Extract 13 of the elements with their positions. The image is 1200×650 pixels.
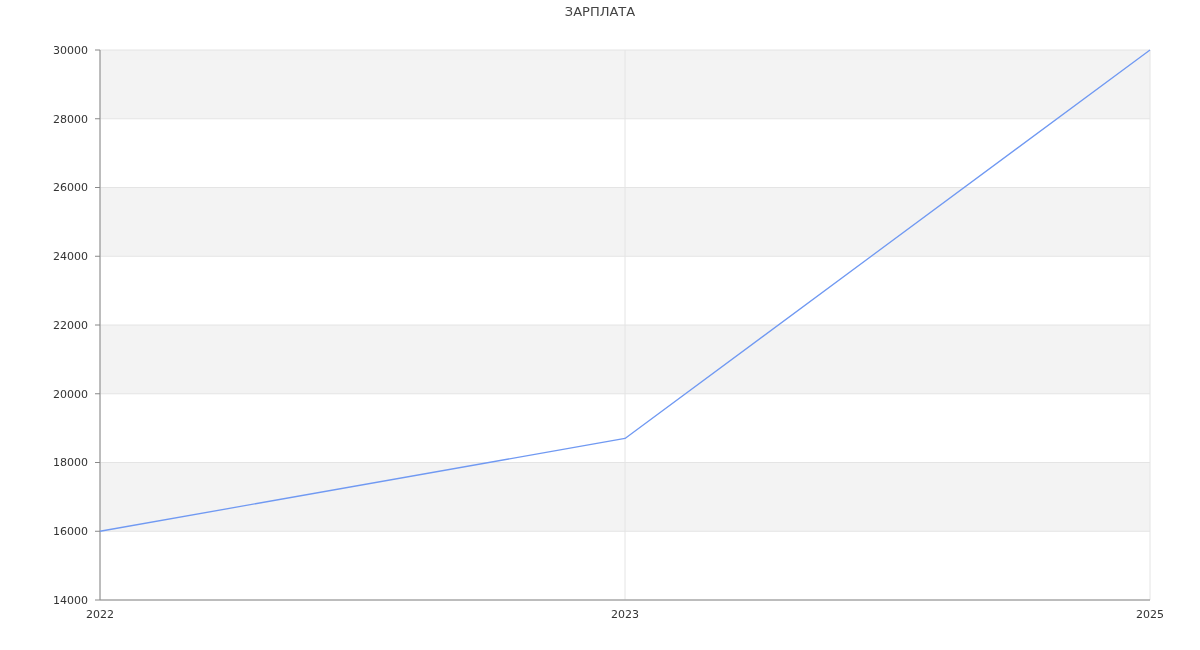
x-tick-label: 2022 — [86, 608, 114, 621]
y-tick-label: 18000 — [53, 456, 88, 470]
y-tick-label: 22000 — [53, 318, 88, 332]
chart-title: ЗАРПЛАТА — [564, 4, 636, 19]
y-tick-label: 14000 — [53, 593, 88, 607]
y-tick-label: 28000 — [53, 112, 88, 126]
x-tick-label: 2023 — [611, 608, 639, 621]
y-tick-label: 16000 — [53, 525, 88, 539]
y-tick-label: 30000 — [53, 43, 88, 57]
y-tick-label: 24000 — [53, 250, 88, 264]
y-tick-label: 20000 — [53, 387, 88, 401]
x-tick-label: 2025 — [1136, 608, 1164, 621]
y-tick-label: 26000 — [53, 181, 88, 195]
